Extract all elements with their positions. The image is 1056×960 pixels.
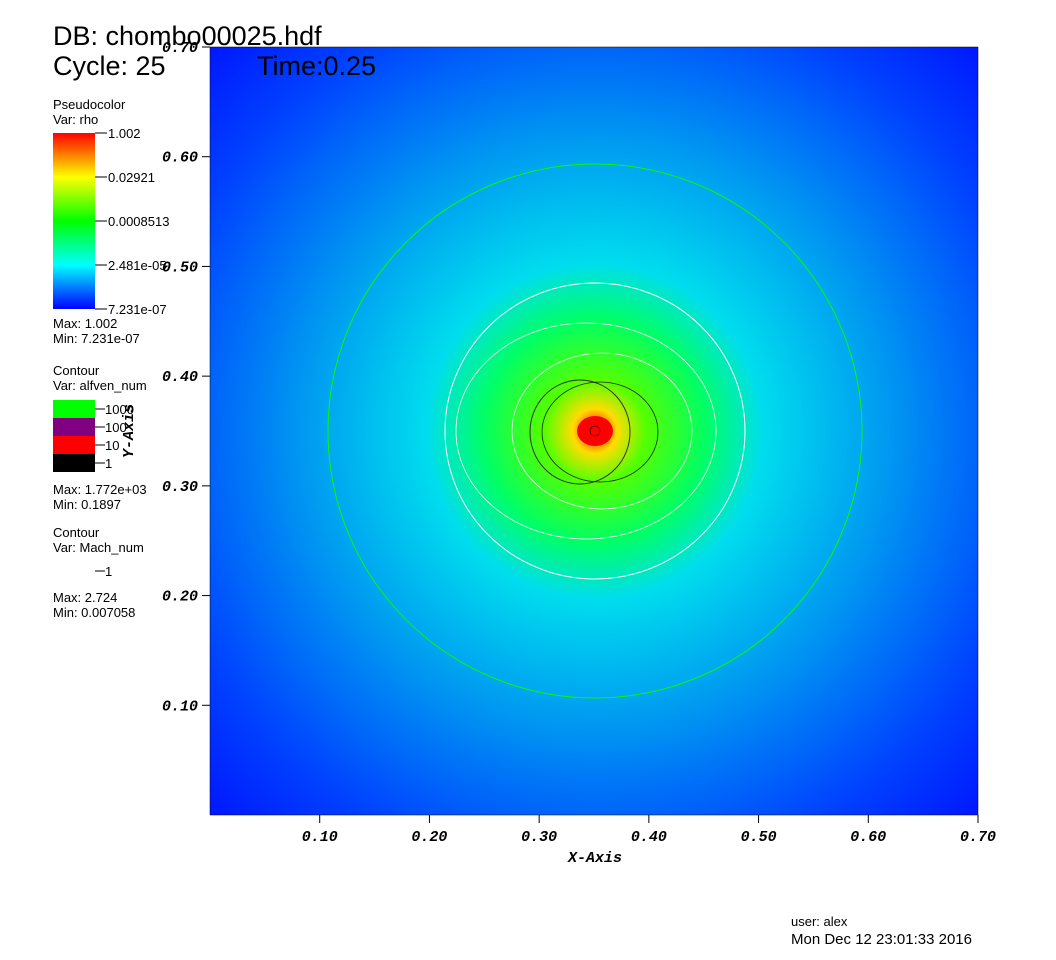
field — [210, 47, 978, 815]
x-axis-label: X-Axis — [567, 850, 622, 867]
contour-swatch — [53, 454, 95, 472]
colorbar-tick-label: 0.02921 — [108, 170, 155, 185]
y-tick-label: 0.70 — [162, 40, 198, 57]
y-tick-label: 0.10 — [162, 698, 198, 715]
contour-level-label: 10 — [105, 438, 119, 453]
contour-max: Max: 2.724 — [53, 590, 117, 605]
date: Mon Dec 12 23:01:33 2016 — [791, 931, 972, 948]
contour-level-label: 1 — [105, 564, 112, 579]
db-title: DB: chombo00025.hdf — [53, 21, 322, 51]
contour-swatch — [53, 562, 95, 580]
colorbar-var: Var: rho — [53, 112, 98, 127]
colorbar-title: Pseudocolor — [53, 97, 126, 112]
user: user: alex — [791, 914, 848, 929]
colorbar-tick-label: 1.002 — [108, 126, 141, 141]
x-tick-label: 0.10 — [302, 829, 338, 846]
x-tick-label: 0.30 — [521, 829, 557, 846]
colorbar — [53, 133, 95, 309]
y-tick-label: 0.50 — [162, 259, 198, 276]
contour-swatch — [53, 400, 95, 418]
colorbar-max: Max: 1.002 — [53, 316, 117, 331]
plot-frame — [209, 46, 979, 816]
contour-title: Contour — [53, 363, 100, 378]
contour-level-label: 100 — [105, 420, 127, 435]
contour-min: Min: 0.007058 — [53, 605, 135, 620]
contour-var: Var: Mach_num — [53, 540, 144, 555]
y-tick-label: 0.40 — [162, 369, 198, 386]
time: Time:0.25 — [257, 51, 376, 81]
y-tick-label: 0.60 — [162, 150, 198, 167]
colorbar-min: Min: 7.231e-07 — [53, 331, 140, 346]
colorbar-tick-label: 7.231e-07 — [108, 302, 167, 317]
y-tick-label: 0.20 — [162, 589, 198, 606]
x-tick-label: 0.40 — [631, 829, 667, 846]
x-tick-label: 0.50 — [741, 829, 777, 846]
x-tick-label: 0.60 — [850, 829, 886, 846]
contour-swatch — [53, 418, 95, 436]
contour-level-label: 1000 — [105, 402, 134, 417]
contour-max: Max: 1.772e+03 — [53, 482, 147, 497]
colorbar-tick-label: 2.481e-05 — [108, 258, 167, 273]
contour-swatch — [53, 436, 95, 454]
contour-min: Min: 0.1897 — [53, 497, 121, 512]
contour-level-label: 1 — [105, 456, 112, 471]
y-axis-label: Y-Axis — [121, 404, 138, 458]
y-tick-label: 0.30 — [162, 479, 198, 496]
contour-var: Var: alfven_num — [53, 378, 147, 393]
colorbar-tick-label: 0.0008513 — [108, 214, 169, 229]
x-tick-label: 0.20 — [411, 829, 447, 846]
contour-title: Contour — [53, 525, 100, 540]
x-tick-label: 0.70 — [960, 829, 996, 846]
cycle: Cycle: 25 — [53, 51, 166, 81]
